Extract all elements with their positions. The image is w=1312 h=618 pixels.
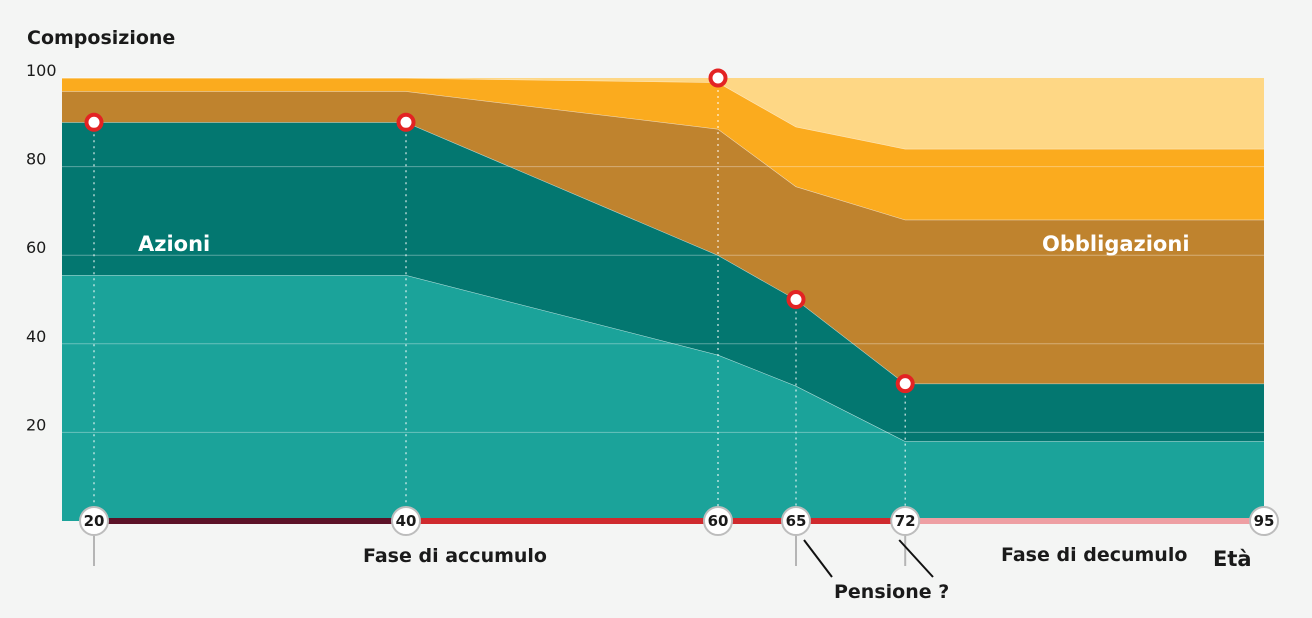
area-series-3 — [62, 91, 1264, 384]
timeline-segment-1 — [94, 518, 406, 524]
age-marker-20 — [79, 506, 109, 536]
gridlines — [62, 166, 1264, 433]
milestone-point-65 — [786, 290, 806, 309]
area-series-2 — [62, 122, 1264, 442]
y-tick-60: 60 — [26, 238, 46, 257]
y-tick-80: 80 — [26, 150, 46, 169]
age-label-60: 60 — [708, 512, 729, 530]
age-marker-72 — [890, 506, 921, 536]
pensione-pointer-lines — [803, 539, 934, 578]
milestone-points — [84, 68, 915, 394]
timeline-segment-3 — [905, 518, 1264, 524]
area-series-group — [62, 77, 1264, 521]
area-series-1 — [62, 275, 1264, 521]
age-label-20: 20 — [84, 512, 105, 530]
milestone-point-60 — [708, 68, 728, 88]
age-label-65: 65 — [786, 512, 807, 530]
area-series-5 — [62, 78, 1264, 149]
age-marker-40 — [391, 506, 421, 536]
age-label-40: 40 — [396, 512, 417, 530]
age-label-95: 95 — [1254, 512, 1275, 530]
milestone-point-72 — [895, 374, 915, 394]
x-axis-title: Età — [1213, 547, 1252, 571]
label-obbligazioni: Obbligazioni — [1042, 232, 1190, 256]
timeline-bar — [94, 518, 1264, 524]
label-pensione: Pensione ? — [834, 581, 949, 603]
y-axis-title: Composizione — [27, 27, 175, 49]
y-tick-40: 40 — [26, 327, 46, 346]
pensione-line-65 — [803, 539, 833, 578]
area-series-4 — [62, 78, 1264, 220]
label-fase-accumulo: Fase di accumulo — [363, 545, 547, 567]
age-marker-95 — [1249, 506, 1279, 536]
milestone-point-40 — [396, 112, 416, 132]
timeline-segment-2 — [406, 518, 906, 524]
age-label-72: 72 — [895, 512, 916, 530]
milestone-point-20 — [84, 112, 104, 132]
y-tick-20: 20 — [26, 415, 46, 434]
age-marker-60 — [703, 506, 733, 536]
milestone-dotted-lines — [93, 78, 906, 521]
y-tick-labels: 20 40 60 80 100 — [26, 61, 57, 434]
y-tick-100: 100 — [26, 61, 57, 80]
age-marker-65 — [781, 506, 811, 536]
label-azioni: Azioni — [138, 232, 210, 256]
age-markers: 20 40 60 65 72 95 — [79, 506, 1279, 566]
pensione-line-72 — [898, 539, 934, 578]
label-fase-decumulo: Fase di decumulo — [1001, 544, 1187, 566]
